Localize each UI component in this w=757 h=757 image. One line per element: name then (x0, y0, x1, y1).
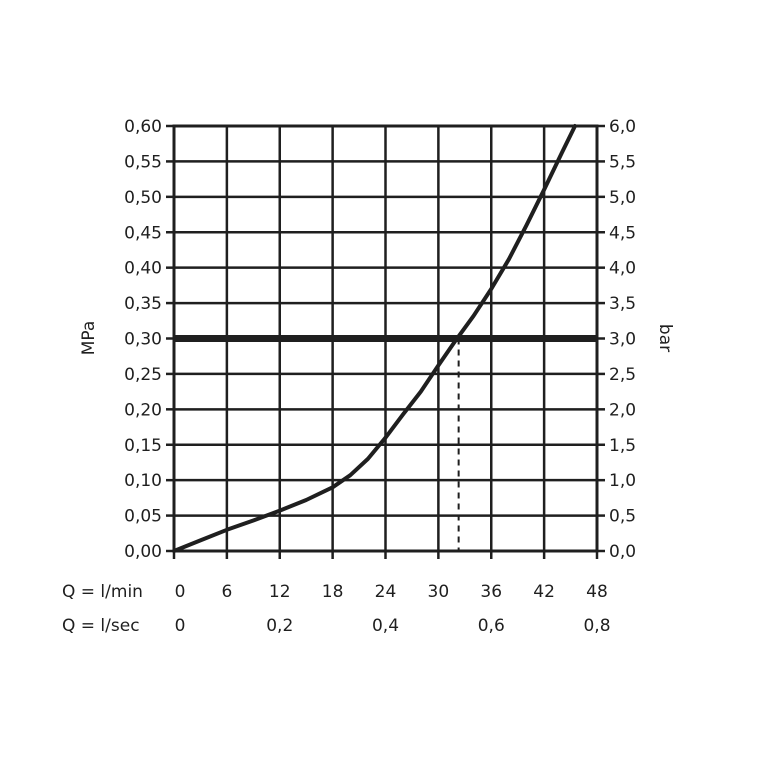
left-tick-label-6: 0,30 (124, 330, 162, 350)
x-lmin-label-8: 48 (586, 582, 608, 602)
flow-curve-0 (172, 124, 577, 553)
x-lsec-label-1: 0,2 (266, 616, 293, 636)
x-lmin-label-1: 6 (221, 582, 232, 602)
x-lmin-label-5: 30 (428, 582, 450, 602)
right-tick-label-3: 1,5 (609, 436, 636, 456)
x-lmin-label-3: 18 (322, 582, 344, 602)
right-tick-label-1: 0,5 (609, 507, 636, 527)
left-tick-label-0: 0,00 (124, 542, 162, 562)
right-axis-ticks: 0,0 0,5 1,0 1,5 2,0 2,5 3,0 3,5 4,0 4,5 5,0 5,5 6,0 (597, 117, 636, 562)
right-tick-label-12: 6,0 (609, 117, 636, 137)
left-tick-label-2: 0,10 (124, 471, 162, 491)
x-lmin-label-6: 36 (480, 582, 502, 602)
right-tick-label-9: 4,5 (609, 223, 636, 243)
right-tick-label-8: 4,0 (609, 259, 636, 279)
left-tick-label-1: 0,05 (124, 507, 162, 527)
right-tick-label-6: 3,0 (609, 330, 636, 350)
flow-curve-group (172, 124, 577, 553)
x-axis-lsec-label: Q = l/sec (62, 616, 140, 636)
x-lsec-label-0: 0 (175, 616, 186, 636)
right-axis-title: bar (655, 324, 675, 352)
x-axis-lmin-label: Q = l/min (62, 582, 143, 602)
left-tick-label-7: 0,35 (124, 294, 162, 314)
x-lsec-label-2: 0,4 (372, 616, 399, 636)
x-lmin-label-4: 24 (375, 582, 397, 602)
left-tick-label-3: 0,15 (124, 436, 162, 456)
left-tick-label-8: 0,40 (124, 259, 162, 279)
x-lsec-label-3: 0,6 (478, 616, 505, 636)
left-axis-ticks: 0,00 0,05 0,10 0,15 0,20 0,25 0,30 0,35 0,40 0,45… (124, 117, 174, 562)
right-tick-label-5: 2,5 (609, 365, 636, 385)
right-tick-label-7: 3,5 (609, 294, 636, 314)
left-tick-label-10: 0,50 (124, 188, 162, 208)
x-lmin-label-0: 0 (175, 582, 186, 602)
x-axis-lsec-ticks: 0 0,2 0,4 0,6 0,8 (175, 616, 611, 636)
x-lmin-label-2: 12 (269, 582, 291, 602)
left-tick-label-9: 0,45 (124, 223, 162, 243)
right-tick-label-2: 1,0 (609, 471, 636, 491)
left-tick-label-11: 0,55 (124, 152, 162, 172)
x-lmin-label-7: 42 (533, 582, 555, 602)
left-tick-label-12: 0,60 (124, 117, 162, 137)
right-tick-label-10: 5,0 (609, 188, 636, 208)
left-axis-title: MPa (79, 321, 99, 356)
right-tick-label-11: 5,5 (609, 152, 636, 172)
right-tick-label-4: 2,0 (609, 400, 636, 420)
x-lsec-label-4: 0,8 (583, 616, 610, 636)
x-axis-lmin-ticks: 0 6 12 18 24 30 36 42 48 (172, 551, 608, 602)
left-tick-label-4: 0,20 (124, 400, 162, 420)
right-tick-label-0: 0,0 (609, 542, 636, 562)
left-tick-label-5: 0,25 (124, 365, 162, 385)
